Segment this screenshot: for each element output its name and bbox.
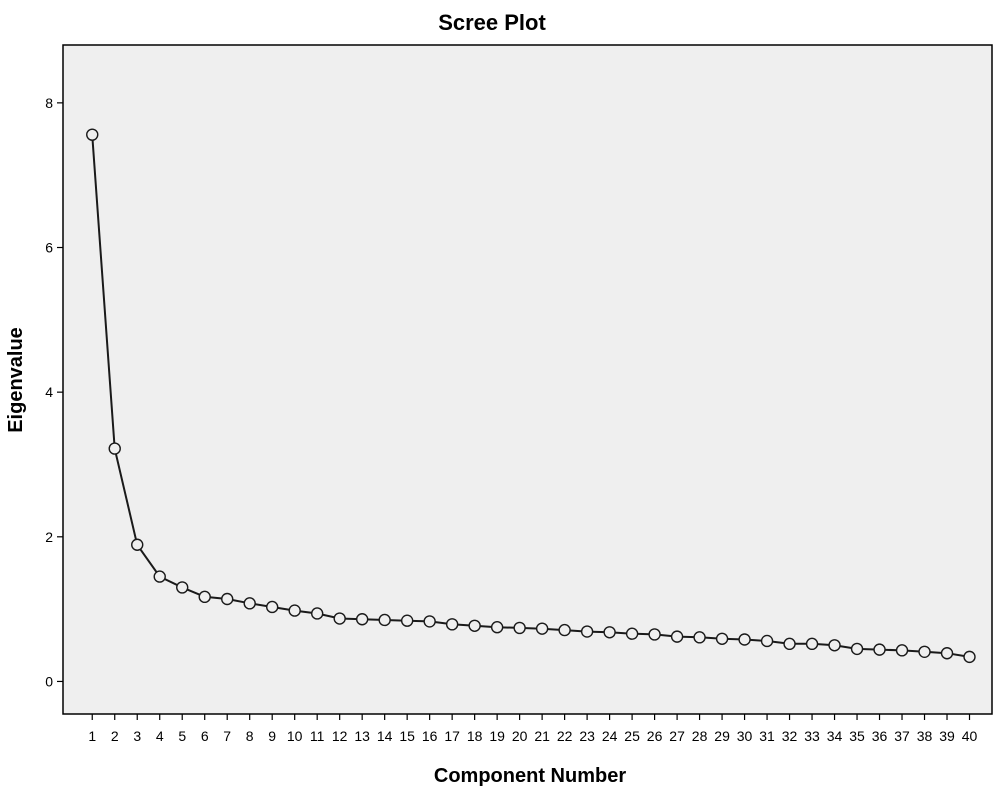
x-tick-label: 25 <box>624 728 640 744</box>
data-point <box>940 647 954 660</box>
y-tick-label: 6 <box>45 240 53 256</box>
x-tick-label: 37 <box>894 728 910 744</box>
data-point <box>715 632 729 645</box>
data-point <box>423 615 436 628</box>
x-tick-label: 29 <box>714 728 730 744</box>
x-tick-label: 32 <box>782 728 798 744</box>
data-point <box>603 626 616 639</box>
y-axis: 0 2 4 6 8 <box>45 95 63 689</box>
data-point <box>445 618 459 631</box>
data-point <box>648 628 661 641</box>
x-tick-label: 8 <box>246 728 254 744</box>
x-tick-label: 14 <box>377 728 393 744</box>
x-tick-label: 22 <box>557 728 573 744</box>
x-tick-label: 23 <box>579 728 595 744</box>
x-tick-label: 35 <box>849 728 865 744</box>
data-point <box>783 637 796 651</box>
data-point <box>355 613 369 626</box>
x-tick-label: 5 <box>178 728 186 744</box>
data-point <box>625 627 639 640</box>
x-tick-label: 36 <box>872 728 888 744</box>
data-point <box>558 623 571 637</box>
data-point <box>760 634 774 648</box>
data-point <box>131 538 144 551</box>
data-point <box>333 612 346 625</box>
data-point <box>86 128 99 141</box>
x-tick-label: 34 <box>827 728 843 744</box>
data-point <box>670 630 684 643</box>
data-point <box>288 604 301 617</box>
data-point <box>400 614 414 627</box>
data-point <box>693 631 706 644</box>
data-point <box>580 625 594 638</box>
x-tick-label: 31 <box>759 728 775 744</box>
data-points <box>86 128 976 664</box>
x-axis: 1 2 3 4 5 6 7 8 9 10 11 12 13 14 15 16 17 18 19 20 21 22 23 24 2… <box>88 714 978 744</box>
x-tick-label: 4 <box>156 728 164 744</box>
data-point <box>221 592 234 606</box>
x-tick-label: 26 <box>647 728 663 744</box>
data-point <box>828 639 841 652</box>
data-point <box>176 581 189 594</box>
x-tick-label: 20 <box>512 728 528 744</box>
x-tick-label: 19 <box>489 728 505 744</box>
data-point <box>108 442 121 455</box>
x-tick-label: 12 <box>332 728 348 744</box>
data-point <box>310 607 324 620</box>
x-tick-label: 39 <box>939 728 955 744</box>
x-tick-label: 1 <box>88 728 96 744</box>
y-tick-label: 4 <box>45 384 53 400</box>
plot-area <box>62 44 993 715</box>
y-tick-label: 0 <box>45 673 53 689</box>
x-tick-label: 6 <box>201 728 209 744</box>
x-tick-label: 9 <box>268 728 276 744</box>
x-tick-label: 30 <box>737 728 753 744</box>
x-tick-label: 11 <box>310 728 325 744</box>
data-point <box>198 590 211 604</box>
x-axis-label: Component Number <box>434 765 626 787</box>
x-tick-label: 28 <box>692 728 708 744</box>
data-point <box>513 621 526 635</box>
data-point <box>535 622 549 635</box>
x-tick-label: 13 <box>354 728 370 744</box>
x-tick-label: 15 <box>399 728 415 744</box>
x-tick-label: 27 <box>669 728 685 744</box>
x-tick-label: 10 <box>287 728 303 744</box>
x-tick-label: 2 <box>111 728 119 744</box>
x-tick-label: 16 <box>422 728 438 744</box>
chart-title: Scree Plot <box>438 10 546 35</box>
data-point <box>805 637 819 651</box>
y-tick-label: 8 <box>45 95 53 111</box>
data-point <box>918 645 931 659</box>
data-point <box>265 600 279 614</box>
x-tick-label: 33 <box>804 728 820 744</box>
data-point <box>850 642 864 656</box>
series-line <box>91 134 970 658</box>
data-point <box>490 621 504 634</box>
x-tick-label: 38 <box>917 728 933 744</box>
data-point <box>738 633 751 646</box>
data-point <box>153 570 166 583</box>
y-axis-label: Eigenvalue <box>5 327 27 433</box>
x-tick-label: 24 <box>602 728 618 744</box>
data-point <box>895 644 909 657</box>
x-tick-label: 7 <box>223 728 231 744</box>
x-tick-label: 3 <box>133 728 141 744</box>
data-point <box>468 619 481 632</box>
data-point <box>243 597 256 610</box>
y-tick-label: 2 <box>45 529 53 545</box>
x-tick-label: 17 <box>444 728 460 744</box>
data-point <box>963 650 976 664</box>
x-tick-label: 21 <box>534 728 550 744</box>
x-tick-label: 18 <box>467 728 483 744</box>
data-point <box>873 643 886 656</box>
data-point <box>378 613 391 627</box>
x-tick-label: 40 <box>962 728 978 744</box>
